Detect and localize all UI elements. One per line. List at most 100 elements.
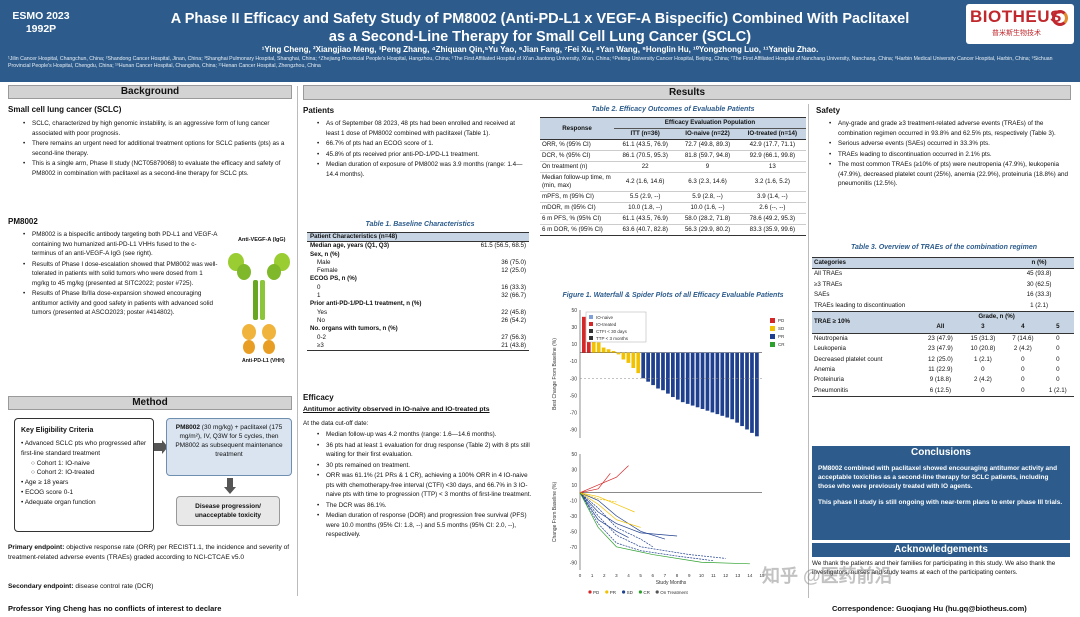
table-row: Leukopenia 23 (47.9) 10 (20.8) 2 (4.2) 0: [814, 345, 1060, 353]
legend-marker: [605, 590, 609, 594]
x-tick-label: 11: [711, 573, 716, 578]
x-tick-label: 10: [699, 573, 705, 578]
legend-label: SD: [627, 590, 634, 595]
table-row: Median follow-up time, m (min, max) 4.2 (…: [540, 173, 806, 192]
table2-caption: Table 2. Efficacy Outcomes of Evaluable …: [591, 106, 755, 113]
waterfall-bar: [626, 352, 631, 363]
waterfall-bar: [616, 352, 621, 355]
waterfall-bar: [601, 347, 606, 353]
waterfall-bar: [705, 352, 710, 411]
waterfall-bar: [720, 352, 725, 416]
arrow-right-icon: [154, 440, 168, 454]
spider-line: [579, 492, 635, 513]
logo-mark-icon: [1052, 10, 1068, 26]
y-tick-label: -70: [570, 410, 577, 416]
spider-line: [579, 473, 611, 494]
table-row: Female 12 (25.0): [317, 267, 526, 275]
legend-swatch: [589, 329, 593, 333]
waterfall-bar: [695, 352, 700, 408]
waterfall-bar: [671, 352, 675, 398]
patients-bullet: 45.8% of pts received prior anti-PD-1/PD…: [316, 150, 530, 160]
y-tick-label: 50: [571, 308, 577, 314]
legend-marker: [588, 590, 592, 594]
table-row: mDOR, m (95% CI) 10.0 (1.8, --) 10.0 (1.6,…: [540, 203, 806, 214]
x-tick-label: 12: [723, 573, 729, 578]
watermark: 知乎 @医药前沿: [762, 566, 893, 586]
pm8002-bullet: Results of Phase I dose-escalation showe…: [22, 260, 218, 289]
legend-marker: [622, 590, 626, 594]
pm8002-heading: PM8002: [8, 217, 38, 226]
x-tick-label: 1: [591, 573, 594, 578]
x-tick-label: 6: [652, 573, 655, 578]
coi-statement: Professor Ying Cheng has no conflicts of…: [8, 604, 222, 613]
acknowledgements-text: We thank the patients and their families…: [812, 560, 1056, 576]
waterfall-bar: [750, 352, 754, 433]
y-tick-label: -70: [570, 545, 577, 551]
table-row: DCR, % (95% CI) 86.1 (70.5, 95.3) 81.8 (59…: [540, 151, 806, 162]
x-tick-label: 5: [639, 573, 642, 578]
waterfall-bar: [591, 335, 596, 353]
baseline-table: Patient Characteristics (n=48) Median ag…: [307, 231, 529, 351]
table-row: Median age, years (Q1, Q3) 61.5 (56.5, 68…: [310, 242, 526, 250]
x-tick-label: 8: [676, 573, 679, 578]
waterfall-bar: [685, 352, 690, 404]
legend-label: CTFI < 30 days: [596, 329, 628, 334]
safety-bullet: TRAEs leading to discontinuation occurre…: [828, 150, 1074, 160]
correspondence: Correspondence: Guoqiang Hu (hu.gq@bioth…: [832, 604, 1027, 613]
pm8002-bullet: Results of Phase Ib/IIa dose-expansion s…: [22, 289, 218, 318]
legend-swatch: [589, 322, 593, 326]
waterfall-bar: [636, 352, 641, 374]
waterfall-bar: [735, 352, 739, 423]
x-axis-label: Study Months: [656, 580, 687, 586]
method-band: Method: [8, 396, 292, 410]
legend-swatch: [770, 342, 775, 347]
spider-line: [579, 492, 641, 528]
safety-bullet: Any-grade and grade ≥3 treatment-related…: [828, 119, 1074, 138]
y-tick-label: -10: [570, 359, 577, 365]
patients-bullet: Median duration of exposure of PM8002 wa…: [316, 160, 530, 179]
table-row: mPFS, m (95% CI) 5.5 (2.9, --) 5.9 (2.8, -…: [540, 192, 806, 203]
x-tick-label: 9: [688, 573, 691, 578]
table-row: ≥3 TRAEs 30 (62.5): [814, 280, 1052, 288]
efficacy-table: Response Efficacy Evaluation Population …: [540, 117, 806, 236]
table-row: No. organs with tumors, n (%): [310, 325, 398, 333]
legend-label: IO-treated: [596, 322, 617, 327]
safety-heading: Safety: [816, 106, 841, 115]
x-tick-label: 15: [759, 573, 765, 578]
y-tick-label: -50: [570, 529, 577, 535]
table-row: Anemia 11 (22.9) 0 0 0: [814, 366, 1060, 374]
efficacy-subheading: Antitumor activity observed in IO-naive …: [303, 406, 490, 413]
x-tick-label: 0: [579, 573, 582, 578]
efficacy-bullet: ORR was 61.1% (21 PRs & 1 CR), achieving…: [316, 471, 532, 500]
antibody-diagram: Anti-VEGF-A (IgG) Anti-PD-L1 (VHH): [224, 234, 296, 368]
legend-swatch: [770, 318, 775, 323]
safety-bullet: The most common TRAEs (≥10% of pts) were…: [828, 160, 1074, 189]
sclc-bullet: There remains an urgent need for additio…: [22, 139, 294, 158]
table-row: Neutropenia 23 (47.9) 15 (31.3) 7 (14.6) 0: [814, 334, 1060, 342]
table-row: Yes 22 (45.8): [317, 308, 526, 316]
x-tick-label: 13: [735, 573, 741, 578]
pm8002-bullet: PM8002 is a bispecific antibody targetin…: [22, 230, 218, 259]
patients-heading: Patients: [303, 106, 335, 115]
table-row: 1 32 (66.7): [317, 292, 526, 300]
waterfall-bar: [631, 352, 636, 369]
legend-swatch: [770, 326, 775, 331]
y-tick-label: -30: [570, 376, 577, 382]
legend-box: [585, 311, 647, 343]
bispecific-antibody-illustration: [228, 253, 290, 354]
waterfall-bar: [745, 352, 749, 430]
y-tick-label: 10: [571, 342, 577, 348]
table-row: On treatment (n) 22 9 13: [540, 162, 806, 173]
waterfall-bar: [675, 352, 680, 400]
waterfall-bar: [656, 352, 660, 389]
efficacy-bullet: 30 pts remained on treatment.: [316, 461, 532, 471]
progression-box: Disease progression/ unacceptable toxici…: [176, 496, 280, 526]
table-row: Male 36 (75.0): [317, 258, 526, 266]
table-row: SAEs 16 (33.3): [814, 291, 1052, 299]
waterfall-bar: [710, 352, 715, 413]
x-tick-label: 3: [615, 573, 618, 578]
waterfall-bar: [582, 316, 586, 353]
conclusions-text: PM8002 combined with paclitaxel showed e…: [812, 460, 1070, 540]
legend-label: PR: [778, 334, 785, 339]
